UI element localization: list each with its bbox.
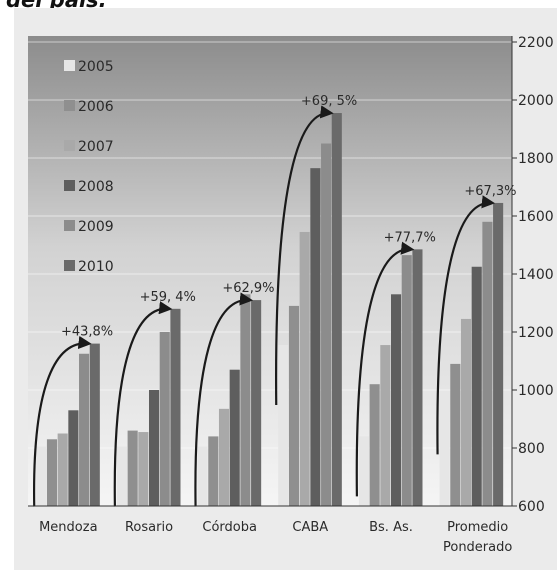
growth-arrow [194,292,254,507]
bar-2008-5 [471,266,482,506]
growth-annotation: +69, 5% [301,94,357,109]
plot-background [28,36,512,506]
bar-2007-2 [218,408,230,506]
x-tick-label: Rosario [125,520,173,535]
bar-2009-2 [240,294,251,506]
bar-2006-5 [450,363,461,506]
bar-2007-3 [299,231,310,506]
bar-2005-1 [116,446,127,506]
bar-2006-3 [288,305,300,506]
bar-2009-4 [401,255,412,506]
bar-2010-1 [170,308,181,506]
bar-2009-3 [321,143,332,506]
bar-2006-1 [127,430,138,506]
growth-annotation: +43,8% [61,325,113,340]
growth-arrow [275,105,334,406]
legend-label-2009: 2009 [78,219,114,235]
legend-swatch-2009 [64,220,75,231]
bar-2007-4 [380,345,391,506]
growth-arrow [436,195,496,455]
x-tick-label: Córdoba [202,520,257,535]
growth-annotation: +59, 4% [140,290,196,305]
legend-label-2008: 2008 [78,179,114,195]
y-tick-label: 1400 [518,267,554,283]
bar-2009-5 [482,221,493,507]
growth-annotation: +77,7% [384,230,436,245]
bar-2005-3 [278,345,289,506]
legend-label-2010: 2010 [78,259,114,275]
bar-2009-0 [79,353,90,506]
bar-2005-4 [358,436,369,506]
legend-swatch-2006 [64,100,75,111]
bar-2010-3 [331,113,342,507]
x-tick-label: Ponderado [443,540,512,555]
growth-annotation: +62,9% [222,281,274,296]
bar-2006-2 [208,436,219,506]
bar-2007-5 [460,318,472,506]
bar-2008-0 [68,410,79,506]
bar-2006-0 [46,439,58,506]
legend-swatch-2007 [64,140,75,151]
bar-2006-4 [369,384,380,506]
x-tick-label: Bs. As. [369,520,413,535]
bar-2008-3 [310,168,321,506]
legend-swatch-2008 [64,180,75,191]
y-tick-label: 1200 [518,325,554,341]
bar-2008-2 [229,369,240,506]
bar-2005-2 [197,446,208,506]
x-tick-label: CABA [292,520,328,535]
y-tick-label: 1600 [518,209,554,225]
bar-2009-1 [159,332,170,506]
y-tick-label: 800 [518,441,545,457]
bar-2010-5 [493,202,504,506]
x-tick-label: Mendoza [39,520,97,535]
bar-2010-0 [89,343,100,506]
bar-2005-0 [36,446,47,506]
bar-2010-2 [251,300,262,506]
y-tick-label: 1800 [518,151,554,167]
bar-2008-4 [391,294,402,506]
x-tick-label: Promedio [447,520,508,535]
legend-swatch-2005 [64,60,75,71]
growth-arrow [33,335,92,507]
legend-label-2007: 2007 [78,139,114,155]
legend-swatch-2010 [64,260,75,271]
growth-arrow [113,301,173,507]
growth-annotation: +67,3% [464,184,516,199]
y-tick-label: 2200 [518,35,554,51]
y-tick-label: 1000 [518,383,554,399]
bar-2007-1 [138,432,149,506]
growth-arrow [355,241,415,497]
y-tick-label: 2000 [518,93,554,109]
bar-2008-1 [149,390,160,506]
y-tick-label: 600 [518,499,545,515]
legend-label-2005: 2005 [78,59,114,75]
bar-2010-4 [412,249,423,506]
legend-label-2006: 2006 [78,99,114,115]
bar-2005-5 [439,394,450,506]
bar-2007-0 [57,433,68,506]
